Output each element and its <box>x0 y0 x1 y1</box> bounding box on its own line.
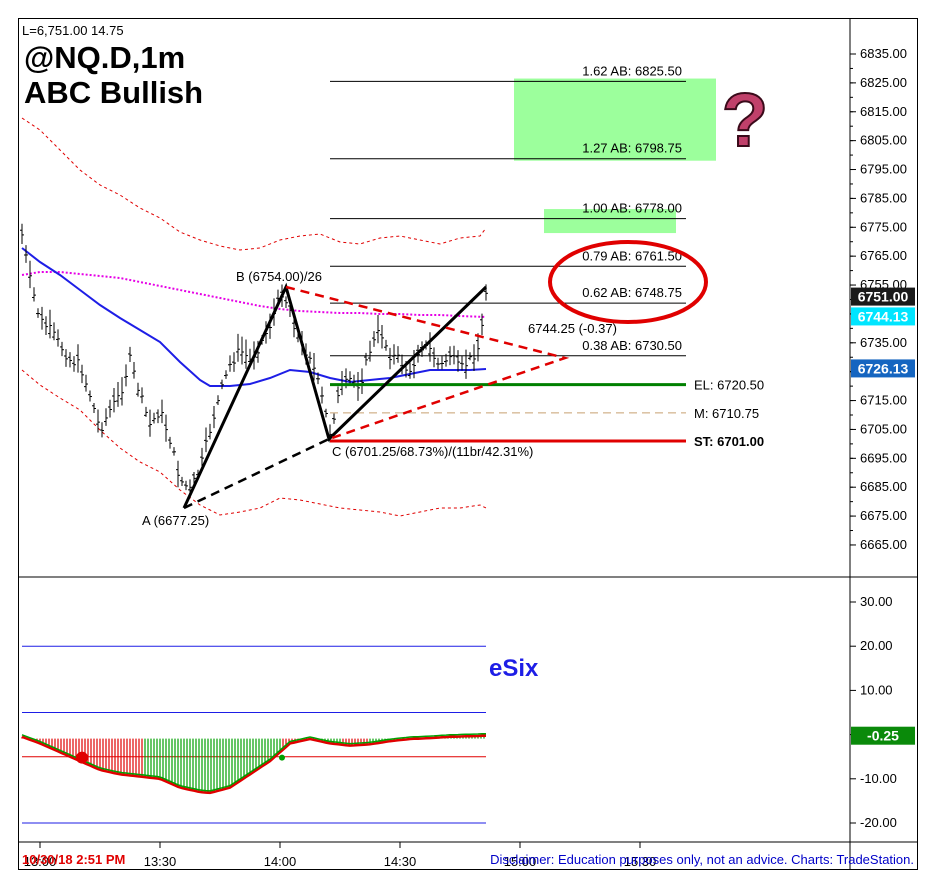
osc-tick-label: -20.00 <box>860 815 897 830</box>
triangle-dashed-line <box>285 285 570 441</box>
y-tick-label: 6815.00 <box>860 104 907 119</box>
indicator-name: eSix <box>489 655 539 682</box>
osc-value-badge <box>851 726 915 745</box>
fib-level-label: 0.38 AB: 6730.50 <box>582 338 682 353</box>
target-zone-upper <box>514 78 716 161</box>
y-tick-label: 6765.00 <box>860 248 907 263</box>
x-tick-label: 14:30 <box>384 854 417 869</box>
long-moving-average <box>21 271 487 318</box>
fib-level-label: 1.27 AB: 6798.75 <box>582 141 682 156</box>
highlight-ellipse <box>548 240 708 324</box>
fib-level-label: 0.79 AB: 6761.50 <box>582 248 682 263</box>
target-zone-lower <box>544 209 676 234</box>
y-tick-label: 6735.00 <box>860 335 907 350</box>
osc-signal-dot <box>76 751 88 764</box>
price-badge-label: 6751.00 <box>858 289 909 305</box>
abc-pattern-line <box>182 282 488 509</box>
timestamp: 10/30/18 2:51 PM <box>22 852 125 867</box>
price-badge <box>851 307 915 326</box>
osc-signal-line <box>21 734 487 795</box>
price-annotation: 6744.25 (-0.37) <box>528 321 617 336</box>
x-tick-label: 13:30 <box>144 854 177 869</box>
trade-level-label: M: 6710.75 <box>694 406 759 421</box>
price-badge <box>851 287 915 306</box>
price-badge-label: 6726.13 <box>858 360 909 376</box>
osc-signal-dot <box>279 754 285 761</box>
disclaimer: Disclaimer: Education purposes only, not… <box>490 852 914 867</box>
pattern-point-label: B (6754.00)/26 <box>236 269 322 284</box>
chart-frame <box>18 18 918 870</box>
y-tick-label: 6675.00 <box>860 508 907 523</box>
question-mark-icon: ? <box>722 78 768 163</box>
y-tick-label: 6715.00 <box>860 393 907 408</box>
trade-level-label: ST: 6701.00 <box>694 434 764 449</box>
y-tick-label: 6795.00 <box>860 162 907 177</box>
lower-band <box>21 369 487 517</box>
x-tick-label: 15:30 <box>624 854 657 869</box>
upper-band <box>21 117 487 251</box>
x-tick-label: 15:00 <box>504 854 537 869</box>
y-tick-label: 6805.00 <box>860 133 907 148</box>
osc-tick-label: -10.00 <box>860 771 897 786</box>
fib-level-label: 0.62 AB: 6748.75 <box>582 285 682 300</box>
osc-tick-label: 30.00 <box>860 594 893 609</box>
osc-fast-line <box>21 732 487 792</box>
symbol-title: @NQ.D,1m <box>24 40 185 75</box>
trade-level-label: EL: 6720.50 <box>694 378 764 393</box>
pattern-point-label: A (6677.25) <box>142 513 209 528</box>
osc-tick-label: 10.00 <box>860 682 893 697</box>
osc-tick-label: 20.00 <box>860 638 893 653</box>
ac-dashed-line <box>183 437 330 510</box>
y-tick-label: 6705.00 <box>860 421 907 436</box>
osc-value-label: -0.25 <box>867 728 899 744</box>
y-tick-label: 6665.00 <box>860 537 907 552</box>
quote-line: L=6,751.00 14.75 <box>22 23 124 38</box>
y-tick-label: 6825.00 <box>860 75 907 90</box>
fib-level-label: 1.00 AB: 6778.00 <box>582 201 682 216</box>
pattern-title: ABC Bullish <box>24 75 203 110</box>
x-tick-label: 13:00 <box>24 854 57 869</box>
price-badge-label: 6744.13 <box>858 308 909 324</box>
y-tick-label: 6835.00 <box>860 46 907 61</box>
y-tick-label: 6775.00 <box>860 219 907 234</box>
y-tick-label: 6785.00 <box>860 190 907 205</box>
x-tick-label: 14:00 <box>264 854 297 869</box>
fib-level-label: 1.62 AB: 6825.50 <box>582 63 682 78</box>
price-badge <box>851 359 915 378</box>
pattern-point-label: C (6701.25/68.73%)/(11br/42.31%) <box>332 444 533 459</box>
y-tick-label: 6695.00 <box>860 450 907 465</box>
y-tick-label: 6685.00 <box>860 479 907 494</box>
